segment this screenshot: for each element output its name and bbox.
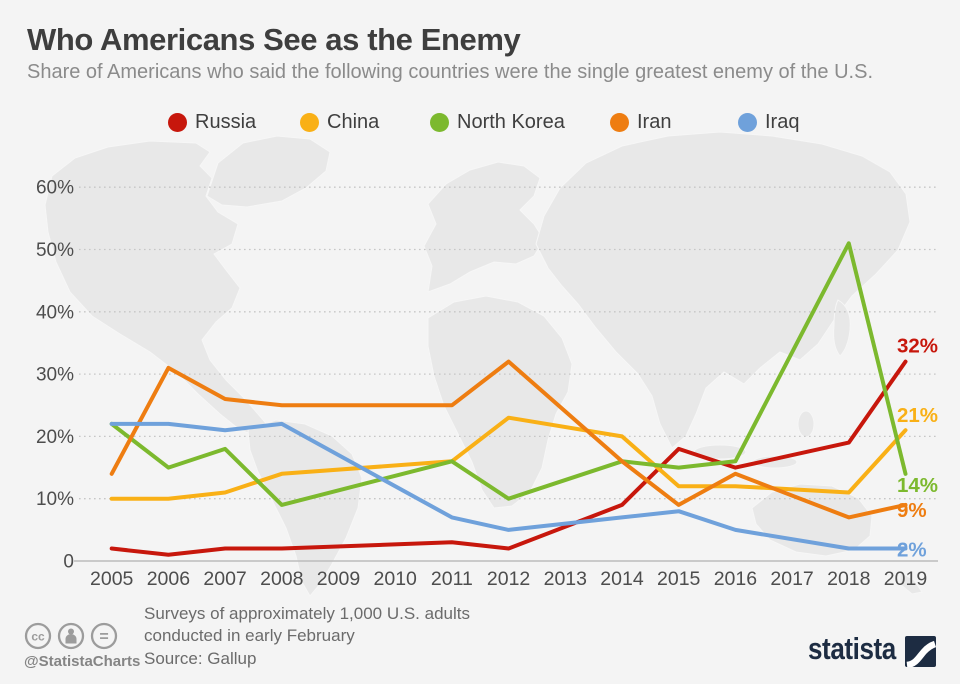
end-label-iraq: 2% xyxy=(897,539,927,562)
end-label-russia: 32% xyxy=(897,335,938,358)
legend-label-iraq: Iraq xyxy=(765,110,800,133)
cc-glyph: cc xyxy=(31,630,45,644)
x-axis-tick-2015: 2015 xyxy=(657,568,701,590)
x-axis-tick-2008: 2008 xyxy=(260,568,303,590)
legend-item-russia: Russia xyxy=(168,111,256,133)
line-iran xyxy=(109,359,908,520)
statista-logo-text: statista xyxy=(808,631,896,666)
survey-note-line1: Surveys of approximately 1,000 U.S. adul… xyxy=(144,604,470,623)
y-axis-tick-10: 10% xyxy=(36,489,74,510)
x-axis-tick-2009: 2009 xyxy=(317,568,360,590)
legend-item-north-korea: North Korea xyxy=(430,111,565,133)
attribution-person-icon xyxy=(57,622,85,650)
legend-label-north-korea: North Korea xyxy=(457,110,565,133)
x-axis-tick-2005: 2005 xyxy=(90,568,134,590)
legend-dot-iraq xyxy=(738,112,757,132)
legend-label-russia: Russia xyxy=(195,110,257,133)
map-australia xyxy=(751,483,873,557)
legend-item-iraq: Iraq xyxy=(738,111,799,133)
x-axis-tick-2007: 2007 xyxy=(203,568,246,590)
legend-label-china: China xyxy=(327,110,380,133)
logo-swoosh xyxy=(906,640,936,667)
equals-icon xyxy=(90,622,118,650)
map-asia xyxy=(535,131,911,449)
end-label-iran: 9% xyxy=(897,499,927,522)
legend-dot-north-korea xyxy=(430,112,449,132)
end-label-north-korea: 14% xyxy=(897,474,938,497)
y-axis-tick-30: 30% xyxy=(36,365,74,386)
y-axis-tick-50: 50% xyxy=(36,240,74,261)
person-head xyxy=(68,628,74,635)
x-axis-tick-2018: 2018 xyxy=(827,568,870,590)
creative-commons-license-icons: cc = xyxy=(24,622,118,650)
map-greenland xyxy=(206,135,331,208)
line-russia xyxy=(109,359,908,557)
x-axis-tick-2012: 2012 xyxy=(487,568,530,590)
line-north-korea xyxy=(109,241,908,507)
world-map-background xyxy=(44,131,923,597)
y-axis-tick-40: 40% xyxy=(36,302,74,323)
legend-dot-iran xyxy=(610,112,629,132)
legend-item-china: China xyxy=(300,111,379,133)
statista-charts-handle: @StatistaCharts xyxy=(24,653,141,670)
x-axis-tick-2016: 2016 xyxy=(714,568,757,590)
x-axis-tick-2006: 2006 xyxy=(147,568,190,590)
map-europe xyxy=(423,161,545,293)
y-axis-tick-0: 0 xyxy=(63,552,74,573)
map-north-america xyxy=(44,140,271,437)
x-axis-tick-2010: 2010 xyxy=(374,568,418,590)
data-series-lines xyxy=(109,241,908,557)
legend-dot-russia xyxy=(168,112,187,132)
line-iraq xyxy=(109,421,908,551)
x-axis-tick-2017: 2017 xyxy=(770,568,813,590)
statista-logo-mark xyxy=(905,636,936,667)
page-subtitle: Share of Americans who said the followin… xyxy=(27,61,874,83)
legend-dot-china xyxy=(300,112,319,132)
end-label-china: 21% xyxy=(897,404,938,427)
person-body xyxy=(65,634,77,644)
survey-note: Surveys of approximately 1,000 U.S. adul… xyxy=(144,603,470,647)
axes: 0 10% 20% 30% 40% 50% 60% 2005 2006 2007 2008 2009 2… xyxy=(36,178,938,590)
equals-glyph: = xyxy=(99,629,108,646)
x-axis-tick-2011: 2011 xyxy=(431,568,473,590)
x-axis-tick-2014: 2014 xyxy=(600,568,644,590)
map-philippines xyxy=(797,410,815,438)
map-africa xyxy=(427,295,573,509)
page-title: Who Americans See as the Enemy xyxy=(27,22,521,57)
cc-icon xyxy=(24,622,52,650)
end-value-labels: 32% 21% 14%9% 2% xyxy=(897,335,938,562)
map-new-zealand xyxy=(899,571,923,595)
y-axis-tick-60: 60% xyxy=(36,178,74,199)
map-japan xyxy=(833,299,851,357)
legend-label-iran: Iran xyxy=(637,110,672,133)
legend-item-iran: Iran xyxy=(610,111,671,133)
y-axis-tick-20: 20% xyxy=(36,427,74,448)
x-axis-tick-2013: 2013 xyxy=(544,568,587,590)
source-label: Source: Gallup xyxy=(144,649,257,668)
survey-note-line2: conducted in early February xyxy=(144,626,355,645)
x-axis-tick-2019: 2019 xyxy=(884,568,927,590)
